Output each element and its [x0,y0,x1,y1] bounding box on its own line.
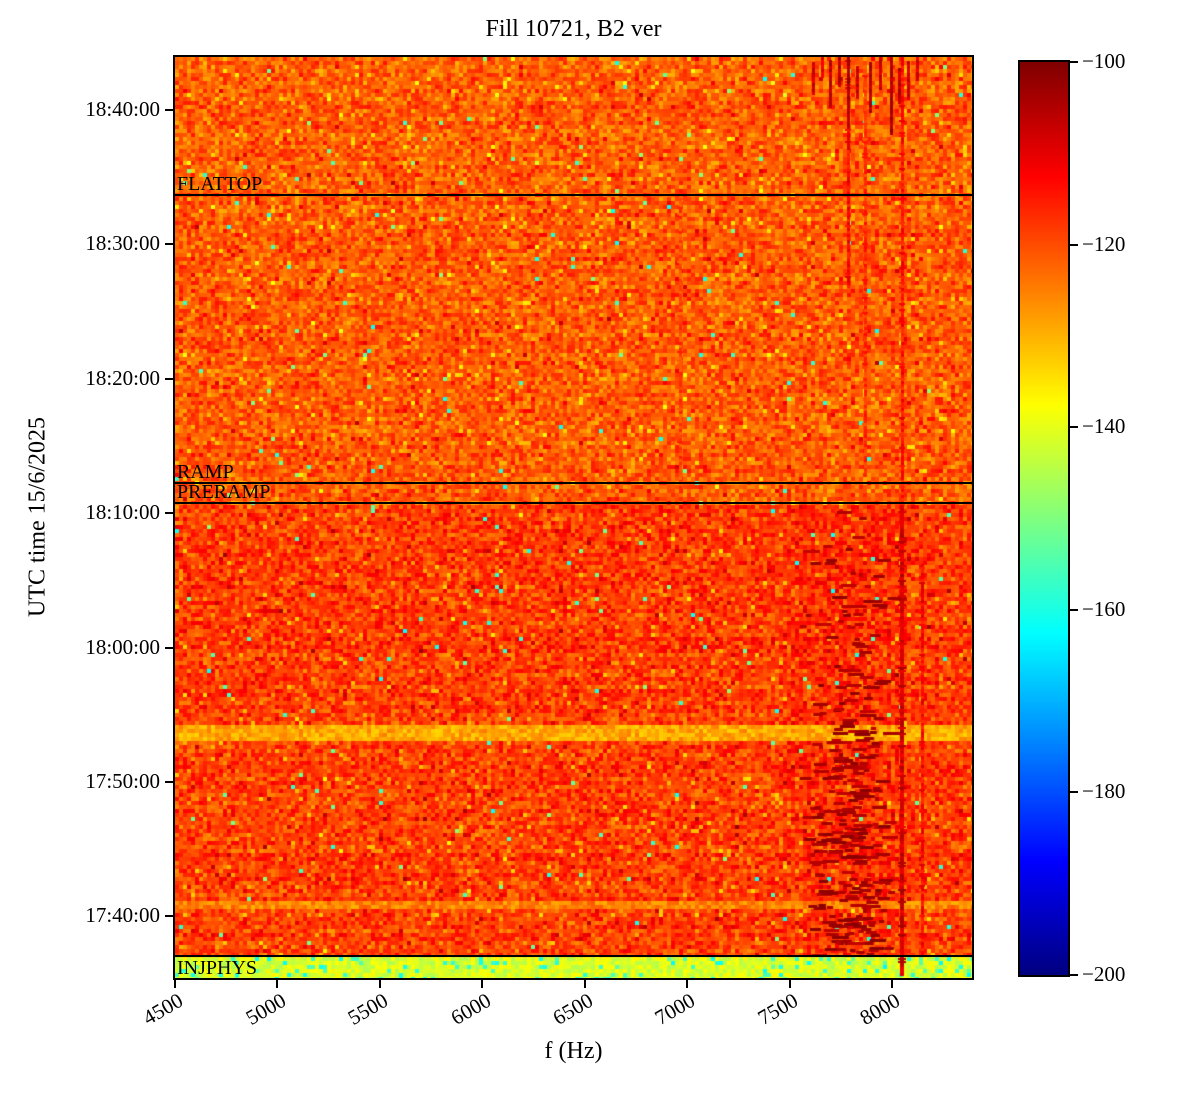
y-tick-label: 18:30:00 [85,231,160,256]
spectrogram-canvas [175,57,972,978]
beam-mode-label-flattop: FLATTOP [177,173,263,196]
y-tick-label: 18:20:00 [85,365,160,390]
x-tick-label: 5500 [343,988,392,1030]
beam-mode-label-preramp: PRERAMP [177,481,271,504]
x-tick-mark [378,980,381,988]
x-tick-mark [481,980,484,988]
x-tick-mark [276,980,279,988]
y-tick-label: 18:10:00 [85,500,160,525]
x-tick-label: 6000 [446,988,495,1030]
colorbar-tick-mark [1070,608,1078,611]
x-tick-label: 7500 [753,988,802,1030]
colorbar-tick-label: −120 [1082,231,1126,256]
x-tick-mark [583,980,586,988]
y-tick-mark [165,109,173,112]
colorbar-tick-mark [1070,243,1078,246]
y-tick-mark [165,377,173,380]
y-tick-label: 17:40:00 [85,903,160,928]
y-tick-mark [165,780,173,783]
colorbar-tick-mark [1070,61,1078,63]
x-tick-label: 6500 [548,988,597,1030]
x-tick-mark [891,980,894,988]
x-axis-label: f (Hz) [544,1038,603,1064]
beam-mode-line-preramp [175,502,972,505]
beam-mode-line-injphys [175,955,972,958]
y-tick-label: 18:40:00 [85,97,160,122]
x-tick-label: 7000 [651,988,700,1030]
y-tick-mark [165,646,173,649]
y-tick-label: 18:00:00 [85,634,160,659]
beam-mode-line-ramp [175,482,972,485]
colorbar [1018,60,1070,977]
colorbar-tick-mark [1070,426,1078,429]
colorbar-tick-label: −100 [1082,49,1126,73]
colorbar-canvas [1020,62,1068,975]
x-tick-label: 8000 [856,988,905,1030]
colorbar-tick-label: −160 [1082,596,1126,621]
x-tick-label: 4500 [138,988,187,1030]
colorbar-tick-label: −140 [1082,414,1126,439]
x-tick-mark [174,980,176,988]
y-tick-mark [165,915,173,918]
beam-mode-label-ramp: RAMP [177,461,234,484]
beam-mode-line-flattop [175,194,972,197]
chart-title: Fill 10721, B2 ver [485,16,662,42]
colorbar-tick-label: −200 [1082,962,1126,986]
beam-mode-label-injphys: INJPHYS [177,957,258,980]
spectrogram-plot-area: FLATTOP RAMP PRERAMP INJPHYS [173,55,974,980]
x-tick-mark [788,980,791,988]
x-tick-mark [686,980,689,988]
y-tick-mark [165,512,173,515]
colorbar-tick-mark [1070,791,1078,794]
colorbar-tick-label: −180 [1082,779,1126,804]
y-tick-label: 17:50:00 [85,768,160,793]
x-tick-label: 5000 [241,988,290,1030]
colorbar-tick-mark [1070,974,1078,976]
y-tick-mark [165,243,173,246]
